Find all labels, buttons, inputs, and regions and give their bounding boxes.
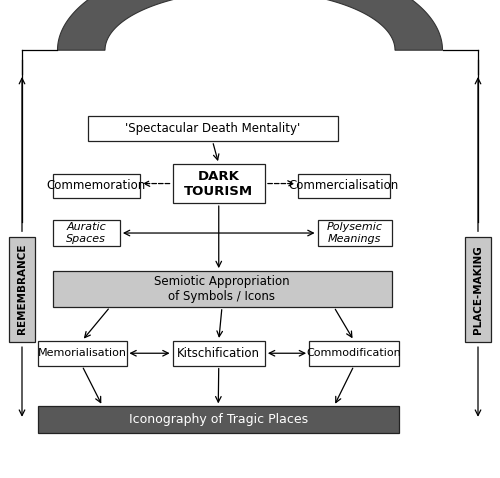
FancyBboxPatch shape [298,174,390,198]
FancyBboxPatch shape [88,116,338,141]
Polygon shape [58,0,442,50]
FancyBboxPatch shape [309,341,399,366]
FancyBboxPatch shape [38,406,399,433]
Text: Semiotic Appropriation
of Symbols / Icons: Semiotic Appropriation of Symbols / Icon… [154,275,290,303]
Text: Commercialisation: Commercialisation [288,179,399,193]
FancyBboxPatch shape [9,237,35,342]
FancyBboxPatch shape [318,220,392,246]
FancyBboxPatch shape [172,164,265,203]
Text: ATROCITY / DISASTER: ATROCITY / DISASTER [161,9,339,24]
Text: REMEMBRANCE: REMEMBRANCE [17,244,27,335]
Text: PLACE-MAKING: PLACE-MAKING [473,245,483,334]
FancyBboxPatch shape [52,220,120,246]
FancyBboxPatch shape [52,271,392,307]
Text: 'Spectacular Death Mentality': 'Spectacular Death Mentality' [125,122,300,135]
Text: Commemoration: Commemoration [46,179,146,193]
Text: Memorialisation: Memorialisation [38,348,126,358]
Text: Commodification: Commodification [306,348,402,358]
FancyBboxPatch shape [38,341,126,366]
Text: Kitschification: Kitschification [177,347,260,360]
Text: DARK
TOURISM: DARK TOURISM [184,170,254,197]
Text: Iconography of Tragic Places: Iconography of Tragic Places [128,413,308,426]
FancyBboxPatch shape [52,174,140,198]
FancyBboxPatch shape [172,341,265,366]
Text: Polysemic
Meanings: Polysemic Meanings [326,222,382,244]
Text: Auratic
Spaces: Auratic Spaces [66,222,106,244]
FancyBboxPatch shape [465,237,491,342]
